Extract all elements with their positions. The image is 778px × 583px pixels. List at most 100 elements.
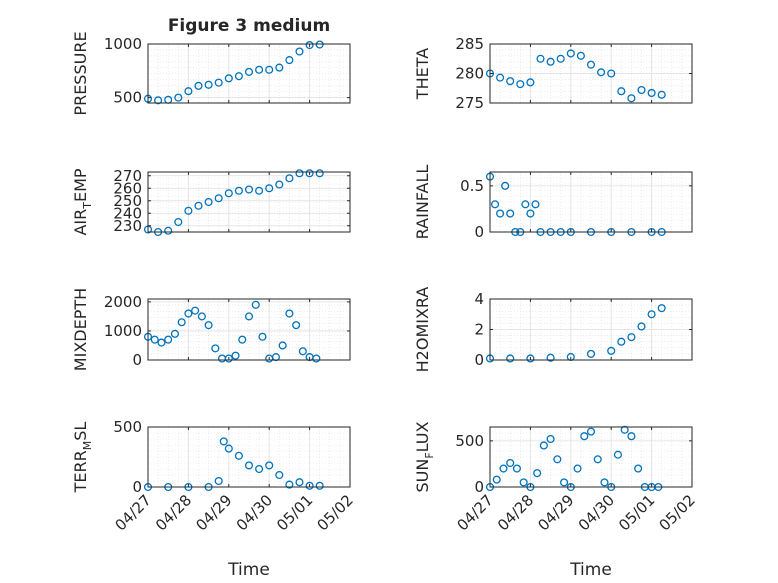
data-point [506, 458, 515, 468]
axes-box [147, 426, 351, 488]
x-tick-label: 04/30 [575, 491, 618, 534]
y-tick-label: 260 [113, 179, 142, 197]
data-point [647, 310, 656, 319]
data-point [315, 481, 324, 490]
data-point [536, 54, 545, 63]
data-point [157, 338, 166, 347]
chart-title: Figure 3 medium [168, 16, 330, 36]
data-point [154, 96, 163, 105]
y-tick-label: 2000 [104, 293, 142, 311]
data-point [597, 68, 606, 77]
data-point [234, 186, 243, 195]
subplot-5: 0 1000 2000 MIXDEPTH [71, 288, 351, 371]
data-point [224, 189, 233, 198]
data-point [546, 57, 555, 66]
data-point [184, 87, 193, 96]
data-point [234, 72, 243, 81]
data-point [204, 197, 213, 207]
subplot-8: 0 500 SUNFLUX 04/2704/2804/2904/3005/0105/0… [413, 421, 699, 580]
y-tick-label: 500 [113, 418, 142, 436]
x-tick-label: 04/29 [534, 491, 577, 534]
data-point [231, 351, 240, 360]
data-point [255, 186, 264, 195]
data-point [533, 469, 542, 478]
x-tick-label: 04/27 [454, 491, 497, 534]
data-point [546, 353, 555, 362]
y-axis-label: AIRTEMP [71, 168, 94, 235]
y-tick-label: 500 [455, 432, 484, 450]
axes-box [147, 298, 351, 361]
data-point [556, 54, 565, 63]
data-point [506, 354, 515, 363]
axes-box [489, 171, 693, 233]
data-point [234, 451, 243, 460]
data-point [305, 169, 314, 178]
data-point [600, 478, 609, 487]
data-point [194, 201, 203, 210]
data-point [295, 478, 304, 487]
data-point [620, 425, 629, 434]
y-tick-label: 270 [113, 167, 142, 185]
data-point [238, 335, 247, 344]
y-tick-label: 0 [474, 223, 484, 241]
data-point [204, 80, 213, 89]
data-point [516, 80, 525, 89]
y-tick-label: 230 [113, 217, 142, 235]
data-point [224, 444, 233, 453]
data-point [627, 333, 636, 342]
data-point [214, 194, 223, 203]
axes-box [147, 171, 351, 233]
y-axis-label: THETA [413, 48, 432, 100]
data-point [285, 309, 294, 318]
y-tick-label: 2 [474, 321, 484, 339]
data-point [204, 321, 213, 330]
data-point [255, 65, 264, 74]
y-tick-label: 0 [474, 478, 484, 496]
y-tick-label: 0.5 [460, 177, 484, 195]
data-point [496, 73, 505, 82]
data-point [244, 67, 254, 76]
data-point [211, 344, 220, 353]
data-point [526, 209, 535, 218]
data-point [164, 226, 173, 235]
data-point [164, 335, 173, 344]
data-point [506, 77, 515, 86]
data-point [560, 478, 569, 487]
data-point [255, 464, 264, 474]
data-point [617, 87, 626, 96]
y-tick-label: 500 [113, 89, 142, 107]
subplot-4: 0 0.5 RAINFALL [413, 165, 693, 241]
data-point [607, 69, 616, 78]
data-point [531, 200, 540, 209]
x-tick-label: 05/01 [615, 491, 658, 534]
data-point [576, 51, 585, 60]
y-tick-label: 285 [455, 35, 484, 53]
data-point [526, 354, 535, 363]
subplot-6: 0 2 4 H2OMIXRA [413, 287, 693, 372]
data-point [295, 169, 304, 178]
data-point [634, 464, 643, 473]
data-point [305, 481, 314, 490]
data-point [647, 88, 656, 98]
data-point [265, 184, 274, 193]
data-point [251, 300, 260, 309]
data-point [627, 94, 636, 103]
data-point [539, 441, 548, 450]
x-tick-label: 05/01 [273, 491, 316, 534]
y-tick-label: 275 [455, 94, 484, 112]
subplot-2: 275 280 285 THETA [413, 35, 693, 112]
data-point [298, 347, 307, 356]
data-point [191, 306, 200, 315]
data-point [637, 322, 646, 331]
data-point [174, 217, 183, 227]
data-point [295, 47, 304, 56]
data-point [519, 478, 528, 487]
data-point [546, 434, 555, 444]
data-point [170, 329, 179, 338]
x-tick-label: 04/28 [494, 491, 537, 534]
y-axis-label: MIXDEPTH [71, 288, 90, 371]
data-point [258, 332, 267, 341]
y-axis-label: RAINFALL [413, 165, 432, 240]
